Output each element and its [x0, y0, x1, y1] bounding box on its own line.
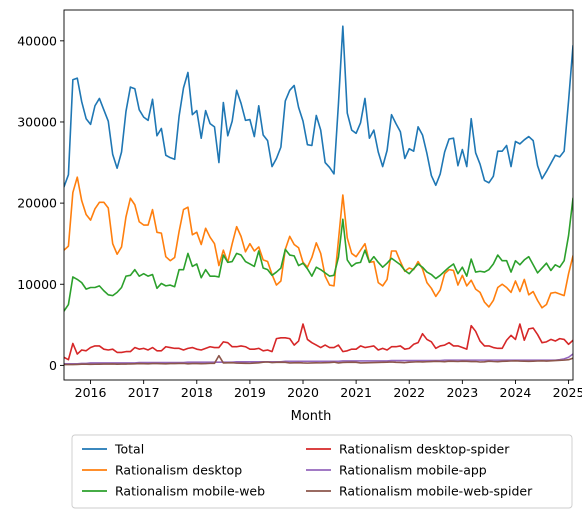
legend-frame	[71, 434, 573, 509]
series-line-0	[64, 25, 573, 188]
legend-label-5: Rationalism mobile-web-spider	[339, 484, 533, 499]
y-tick-label-1: 10000	[17, 277, 57, 292]
legend: Total Rationalism desktop Rationalism mobi…	[71, 434, 573, 509]
x-tick-label-0: 2016	[75, 385, 107, 400]
legend-label-0: Total	[114, 442, 144, 457]
series-line-5	[64, 354, 573, 366]
series-line-4	[64, 353, 573, 365]
legend-label-4: Rationalism mobile-app	[339, 463, 487, 478]
series-line-3	[64, 323, 573, 361]
plot-frame	[63, 9, 574, 381]
x-tick-label-1: 2017	[128, 385, 160, 400]
x-tick-label-4: 2020	[287, 385, 319, 400]
legend-label-2: Rationalism mobile-web	[115, 484, 265, 499]
x-tick-label-9: 2025	[553, 385, 582, 400]
y-tick-label-2: 20000	[17, 196, 57, 211]
series-line-1	[64, 176, 573, 309]
x-tick-label-7: 2023	[446, 385, 478, 400]
legend-label-1: Rationalism desktop	[115, 463, 242, 478]
series-line-2	[64, 197, 573, 312]
x-tick-label-3: 2019	[234, 385, 266, 400]
y-tick-label-4: 40000	[17, 33, 57, 48]
x-tick-label-2: 2018	[181, 385, 213, 400]
y-tick-label-0: 0	[49, 358, 57, 373]
x-tick-label-6: 2022	[393, 385, 425, 400]
x-tick-label-5: 2021	[340, 385, 372, 400]
series-layer	[64, 25, 573, 366]
ticks-layer: 2016 2017 2018 2019 2020 2021 2022 2023 2024 2025…	[17, 33, 582, 400]
x-axis-label: Month	[291, 409, 332, 424]
axes-layer	[63, 9, 574, 381]
legend-label-3: Rationalism desktop-spider	[339, 442, 510, 457]
y-tick-label-3: 30000	[17, 114, 57, 129]
x-tick-label-8: 2024	[500, 385, 532, 400]
